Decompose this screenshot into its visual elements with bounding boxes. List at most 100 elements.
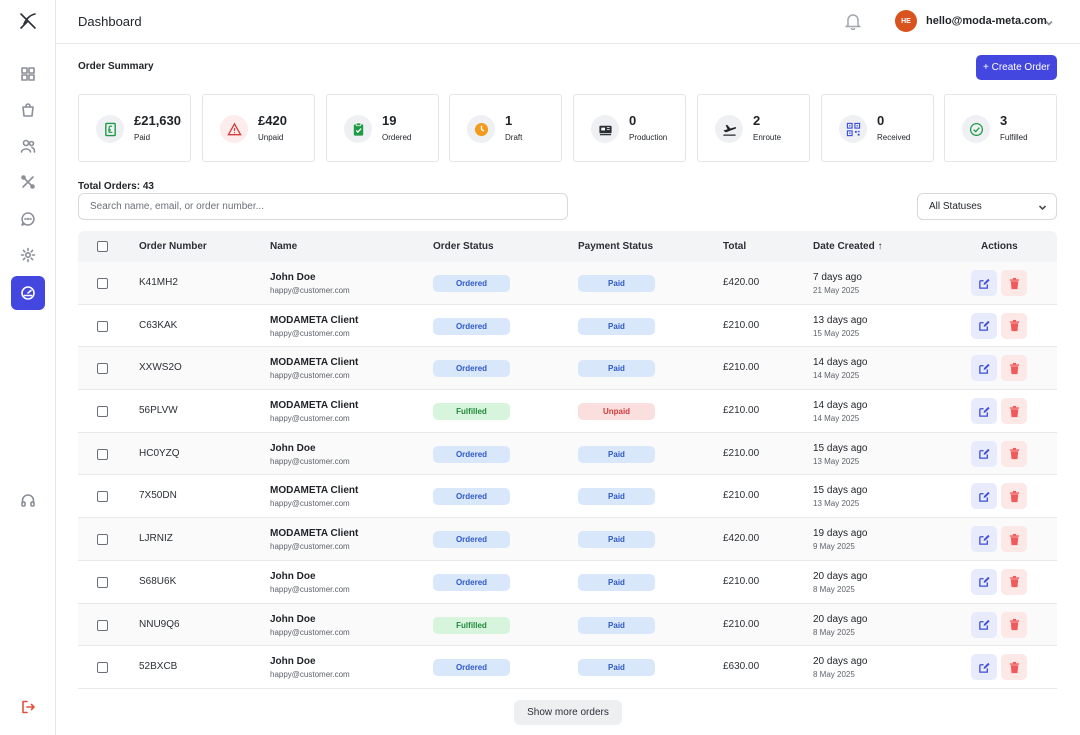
edit-order-button[interactable]: [971, 568, 997, 595]
row-checkbox[interactable]: [97, 448, 108, 460]
avatar[interactable]: HE: [895, 10, 917, 32]
summary-card-production[interactable]: 0 Production: [573, 94, 686, 162]
column-header-order-number[interactable]: Order Number: [139, 241, 207, 252]
table-row[interactable]: HC0YZQ John Doe happy@customer.com Ordered P…: [78, 432, 1057, 476]
summary-card-received[interactable]: 0 Received: [821, 94, 934, 162]
delete-order-button[interactable]: [1001, 568, 1027, 595]
row-checkbox[interactable]: [97, 406, 108, 418]
row-checkbox[interactable]: [97, 363, 108, 375]
row-checkbox[interactable]: [97, 576, 108, 588]
edit-order-button[interactable]: [971, 483, 997, 510]
row-checkbox[interactable]: [97, 491, 108, 503]
summary-card-enroute[interactable]: 2 Enroute: [697, 94, 810, 162]
column-header-payment-status[interactable]: Payment Status: [578, 241, 654, 252]
order-number[interactable]: 56PLVW: [139, 405, 178, 417]
summary-card-paid[interactable]: £21,630 Paid: [78, 94, 191, 162]
row-checkbox[interactable]: [97, 278, 108, 289]
show-more-orders-button[interactable]: Show more orders: [514, 700, 622, 725]
summary-card-fulfilled[interactable]: 3 Fulfilled: [944, 94, 1057, 162]
check-circle-icon: [962, 115, 990, 143]
payment-status-badge: Paid: [578, 360, 655, 378]
row-checkbox[interactable]: [97, 320, 108, 332]
sidebar-item-logout[interactable]: [11, 690, 45, 724]
user-menu-chevron[interactable]: [1044, 15, 1054, 26]
sidebar-item-dashboard[interactable]: [11, 276, 45, 310]
edit-order-button[interactable]: [971, 270, 997, 296]
edit-order-button[interactable]: [971, 611, 997, 638]
edit-order-button[interactable]: [971, 526, 997, 553]
table-row[interactable]: 52BXCB John Doe happy@customer.com Ordered P…: [78, 646, 1057, 689]
order-number[interactable]: NNU9Q6: [139, 618, 180, 630]
order-number[interactable]: C63KAK: [139, 319, 178, 331]
order-total: £420.00: [723, 277, 760, 288]
sidebar-item-support[interactable]: [11, 483, 45, 517]
table-row[interactable]: LJRNIZ MODAMETA Client happy@customer.com O…: [78, 518, 1057, 561]
row-checkbox[interactable]: [97, 534, 108, 546]
trash-icon: [1009, 448, 1019, 460]
search-input[interactable]: [78, 193, 568, 220]
summary-card-ordered[interactable]: 19 Ordered: [326, 94, 439, 162]
edit-order-button[interactable]: [971, 654, 997, 681]
page-title: Dashboard: [78, 14, 142, 29]
delete-order-button[interactable]: [1001, 654, 1027, 681]
edit-order-button[interactable]: [971, 398, 997, 425]
delete-order-button[interactable]: [1001, 355, 1027, 382]
column-header-name[interactable]: Name: [270, 241, 298, 252]
table-row[interactable]: C63KAK MODAMETA Client happy@customer.com O…: [78, 304, 1057, 348]
summary-card-unpaid[interactable]: £420 Unpaid: [202, 94, 315, 162]
column-header-order-status[interactable]: Order Status: [433, 241, 494, 252]
sidebar-item-settings[interactable]: [11, 238, 45, 272]
table-row[interactable]: S68U6K John Doe happy@customer.com Ordered P…: [78, 560, 1057, 604]
order-status-badge: Ordered: [433, 317, 510, 335]
order-number[interactable]: K41MH2: [139, 277, 178, 288]
row-checkbox[interactable]: [97, 662, 108, 674]
summary-card-draft[interactable]: 1 Draft: [449, 94, 562, 162]
payment-status-badge: Paid: [578, 317, 655, 335]
delete-order-button[interactable]: [1001, 398, 1027, 425]
order-number[interactable]: HC0YZQ: [139, 447, 180, 459]
row-checkbox[interactable]: [97, 619, 108, 631]
user-email[interactable]: hello@moda-meta.com: [926, 15, 1047, 27]
order-number[interactable]: 7X50DN: [139, 490, 177, 502]
trash-icon: [1009, 362, 1019, 374]
edit-order-button[interactable]: [971, 312, 997, 339]
edit-order-button[interactable]: [971, 440, 997, 467]
delete-order-button[interactable]: [1001, 483, 1027, 510]
customer-email: happy@customer.com: [270, 414, 350, 424]
sidebar-item-dashboard-grid[interactable]: [11, 57, 45, 91]
notifications-button[interactable]: [844, 12, 862, 31]
table-row[interactable]: K41MH2 John Doe happy@customer.com Ordered P…: [78, 262, 1057, 305]
table-row[interactable]: XXWS2O MODAMETA Client happy@customer.com O…: [78, 347, 1057, 391]
delete-order-button[interactable]: [1001, 440, 1027, 467]
order-number[interactable]: 52BXCB: [139, 661, 178, 673]
table-row[interactable]: 7X50DN MODAMETA Client happy@customer.com O…: [78, 475, 1057, 519]
delete-order-button[interactable]: [1001, 312, 1027, 339]
create-order-button[interactable]: + Create Order: [976, 55, 1057, 80]
customer-email: happy@customer.com: [270, 286, 350, 295]
order-number[interactable]: XXWS2O: [139, 362, 182, 374]
sidebar-item-design[interactable]: [11, 165, 45, 199]
edit-order-button[interactable]: [971, 355, 997, 382]
sidebar-item-shop[interactable]: [11, 93, 45, 127]
order-status-badge: Fulfilled: [433, 616, 510, 634]
trash-icon: [1009, 277, 1019, 289]
order-status-badge: Ordered: [433, 573, 510, 591]
order-number[interactable]: LJRNIZ: [139, 533, 173, 545]
order-number[interactable]: S68U6K: [139, 575, 177, 587]
sidebar-item-messages[interactable]: [11, 202, 45, 236]
status-filter-select[interactable]: All Statuses: [917, 193, 1057, 220]
date-absolute: 8 May 2025: [813, 627, 855, 637]
column-header-total[interactable]: Total: [723, 241, 747, 252]
delete-order-button[interactable]: [1001, 270, 1027, 296]
delete-order-button[interactable]: [1001, 526, 1027, 553]
table-row[interactable]: 56PLVW MODAMETA Client happy@customer.com F…: [78, 390, 1057, 433]
order-total: £210.00: [723, 490, 760, 502]
column-header-date-created[interactable]: Date Created ↑: [813, 241, 882, 252]
qr-code-icon: [839, 115, 867, 143]
logo[interactable]: [11, 4, 45, 38]
sidebar-item-customers[interactable]: [11, 129, 45, 163]
table-row[interactable]: NNU9Q6 John Doe happy@customer.com Fulfille…: [78, 603, 1057, 647]
clock-icon: [467, 115, 495, 143]
select-all-checkbox[interactable]: [97, 241, 108, 252]
delete-order-button[interactable]: [1001, 611, 1027, 638]
